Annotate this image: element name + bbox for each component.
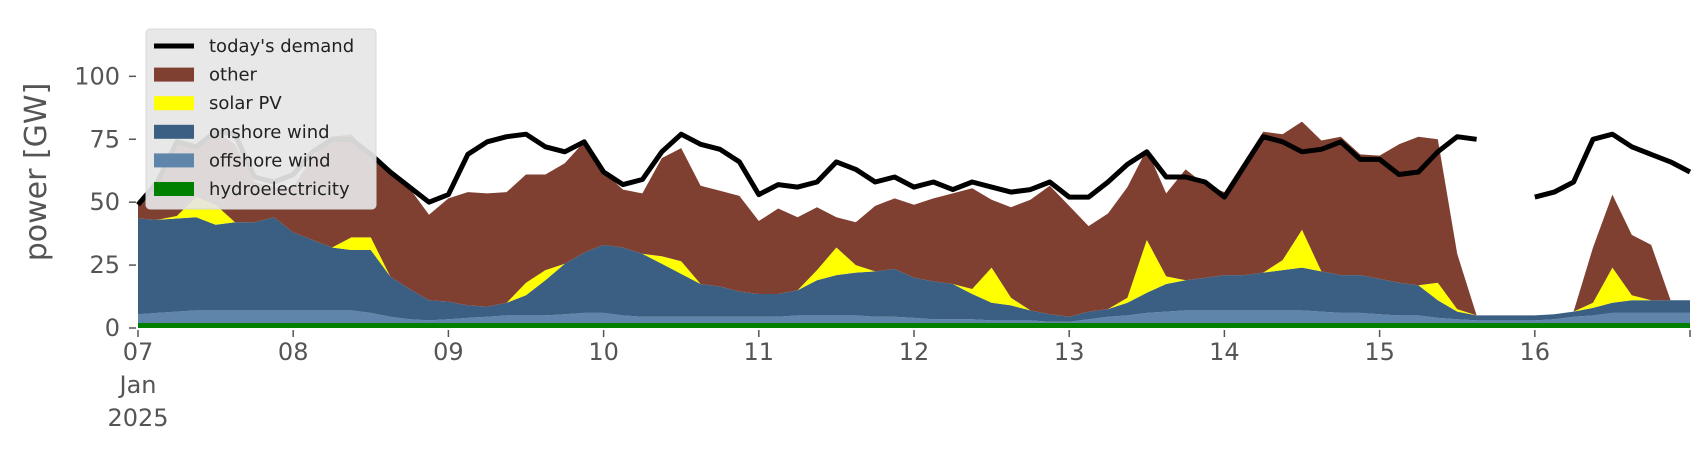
area-offshore-wind xyxy=(138,310,1690,323)
x-tick-label: 11 xyxy=(744,338,775,366)
x-tick-label: 14 xyxy=(1209,338,1240,366)
legend-label-solar-pv: solar PV xyxy=(209,93,282,114)
y-axis-label: power [GW] xyxy=(19,83,54,262)
legend-swatch-hydroelectricity xyxy=(154,182,194,196)
legend-swatch-offshore-wind xyxy=(154,153,194,168)
area-other xyxy=(138,121,1690,317)
legend-swatch-solar-pv xyxy=(154,96,194,111)
legend-label-offshore-wind: offshore wind xyxy=(209,150,331,171)
y-axis: 0 25 50 75 100 xyxy=(74,62,136,342)
y-tick-label: 25 xyxy=(89,251,120,279)
x-tick-label: 16 xyxy=(1520,338,1551,366)
x-tick-label: 12 xyxy=(899,338,930,366)
area-solar-pv xyxy=(138,197,1690,317)
x-axis: 07 Jan 2025 08 09 10 11 12 13 14 15 16 xyxy=(107,330,1691,432)
x-tick-label: 09 xyxy=(433,338,464,366)
legend-label-other: other xyxy=(209,65,258,86)
x-tick-label: 15 xyxy=(1364,338,1395,366)
x-tick-label: Jan xyxy=(118,371,157,399)
y-tick-label: 100 xyxy=(74,62,120,90)
area-layer xyxy=(138,121,1690,328)
x-tick-label: 10 xyxy=(588,338,619,366)
x-tick-label: 13 xyxy=(1054,338,1085,366)
y-tick-label: 75 xyxy=(89,125,120,153)
x-tick-label: 2025 xyxy=(107,404,168,432)
legend-swatch-other xyxy=(154,67,194,82)
legend-label-today-s-demand: today's demand xyxy=(209,36,354,57)
legend-label-onshore-wind: onshore wind xyxy=(209,122,330,143)
area-hydroelectricity xyxy=(138,323,1690,328)
area-onshore-wind xyxy=(138,217,1690,322)
y-tick-label: 0 xyxy=(105,314,120,342)
legend: today's demand other solar PV onshore wind o… xyxy=(145,28,377,210)
x-tick-label: 08 xyxy=(278,338,309,366)
legend-label-hydroelectricity: hydroelectricity xyxy=(209,179,350,200)
legend-swatch-onshore-wind xyxy=(154,124,194,139)
x-tick-label: 07 xyxy=(123,338,154,366)
legend-box xyxy=(145,28,377,210)
y-tick-label: 50 xyxy=(89,188,120,216)
